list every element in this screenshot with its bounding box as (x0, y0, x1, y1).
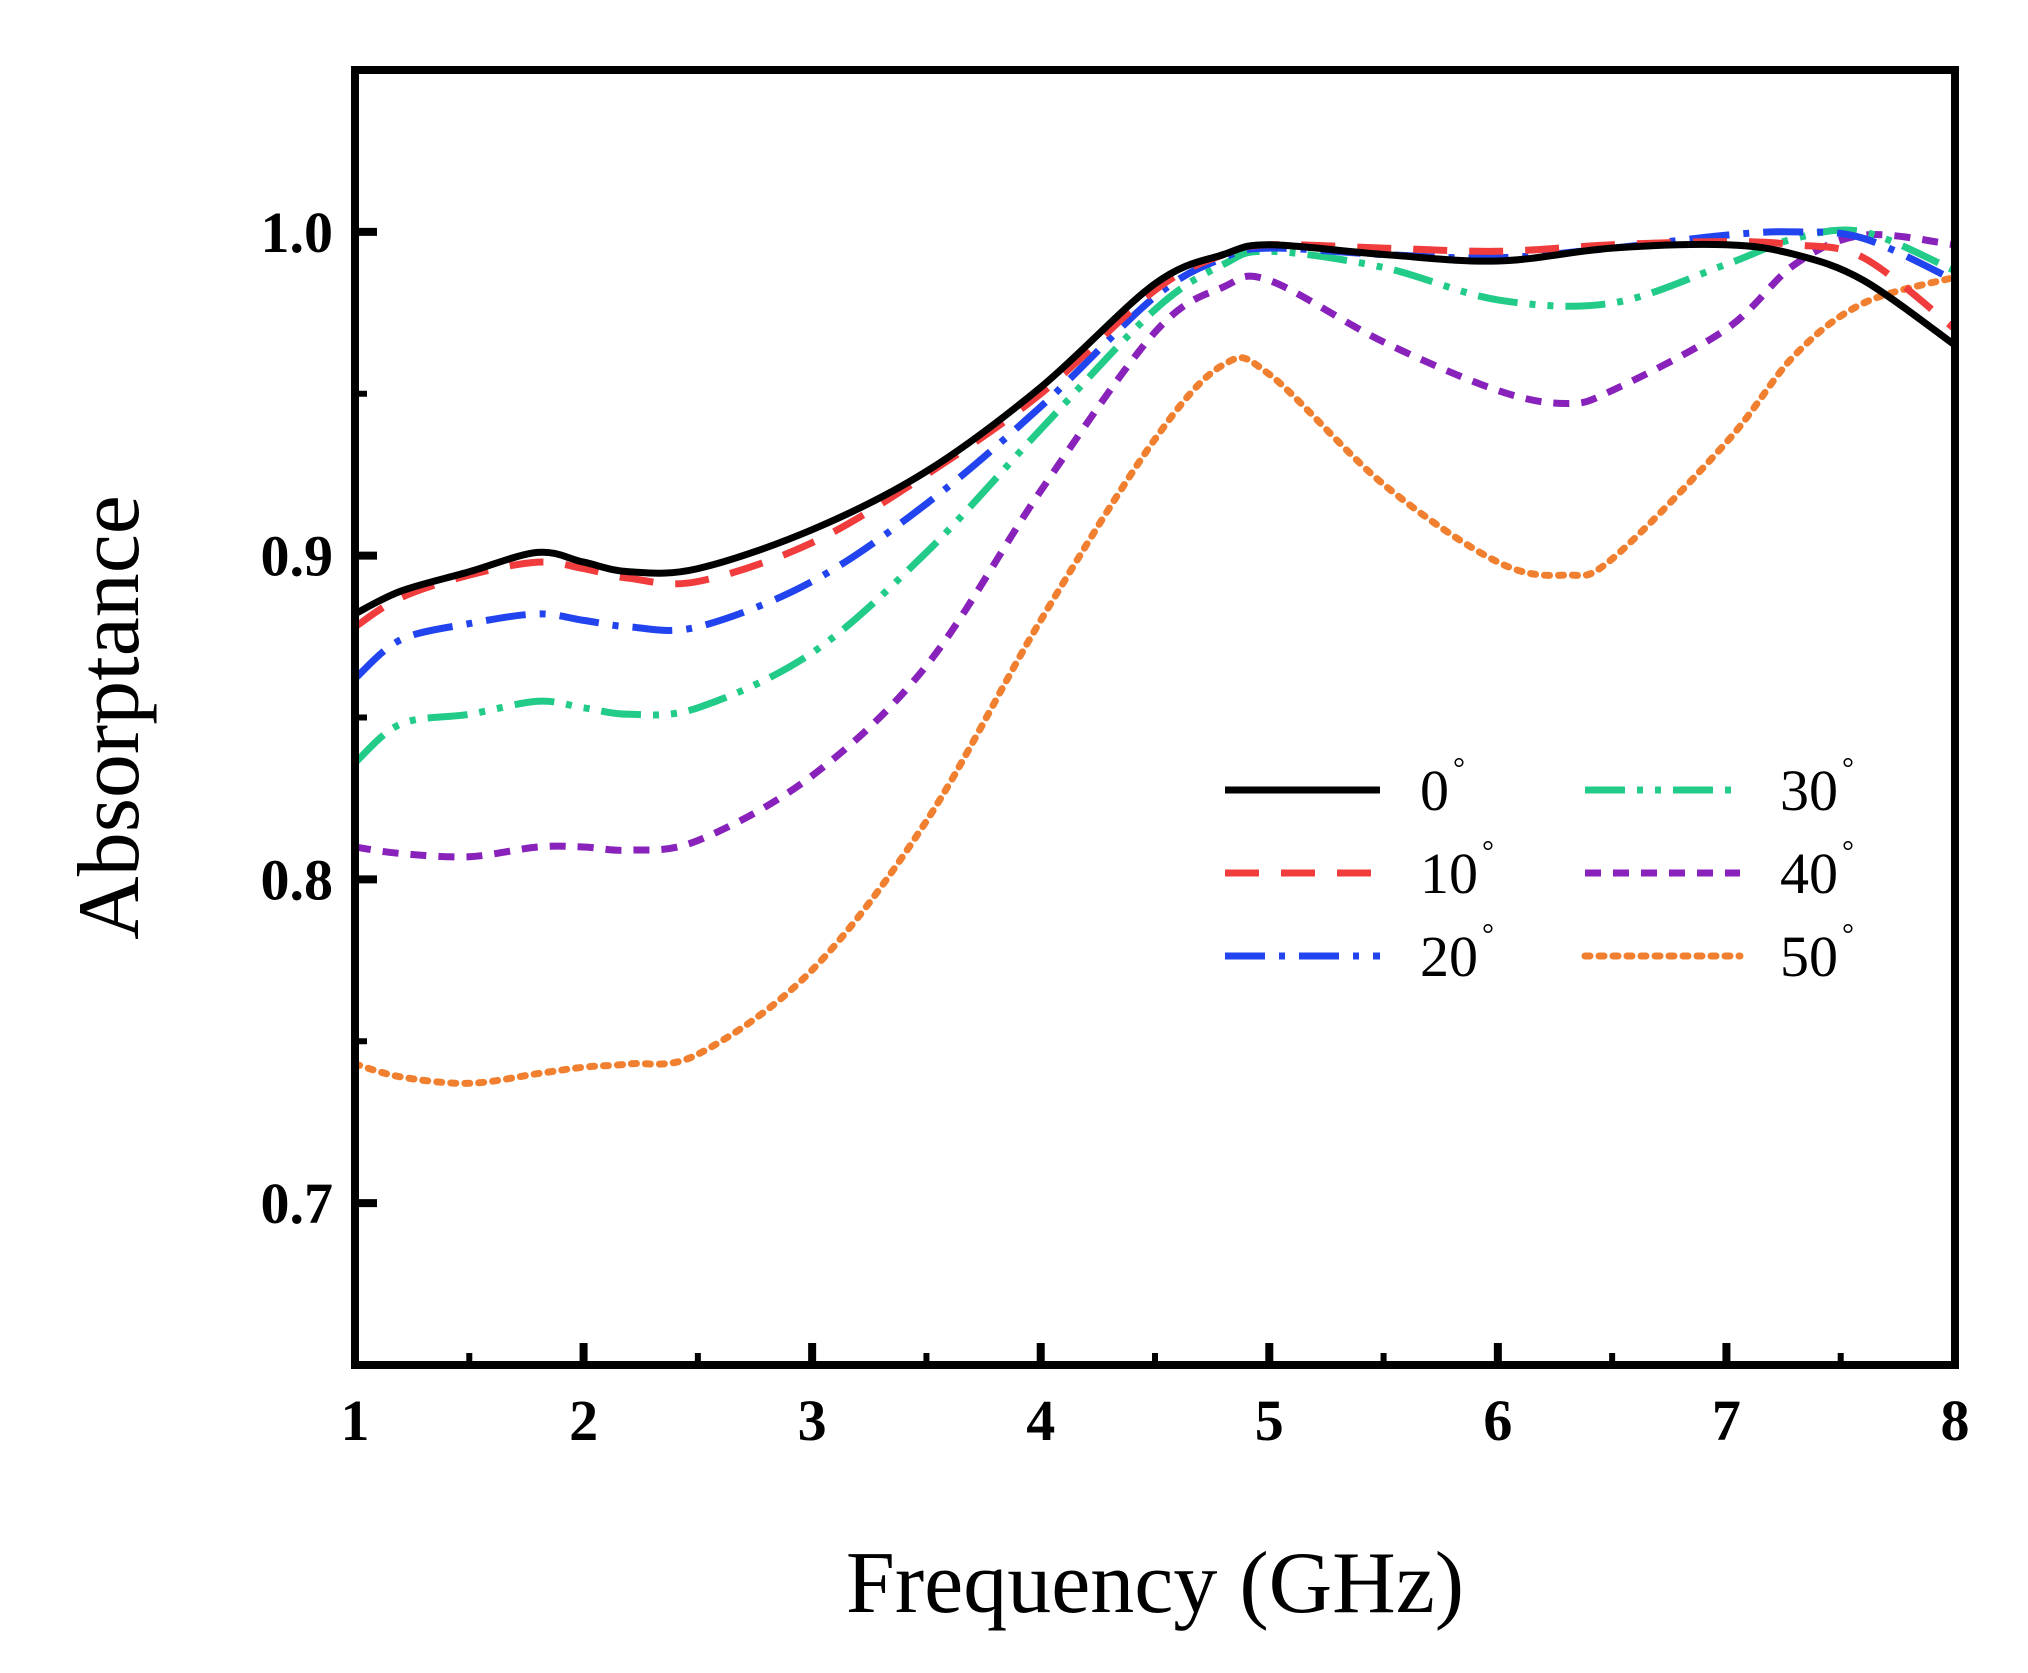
legend-label: 50 (1780, 924, 1838, 989)
y-tick-label: 1.0 (261, 200, 334, 265)
legend-item-0deg: 0 ° (1225, 752, 1465, 823)
x-tick-label: 6 (1483, 1388, 1512, 1453)
x-tick-label: 5 (1255, 1388, 1284, 1453)
y-tick-label: 0.8 (261, 847, 334, 912)
series-line-50deg (355, 273, 1955, 1087)
legend-label: 10 (1420, 841, 1478, 906)
legend: 0 °10 °20 °30 °40 °50 ° (1225, 752, 1854, 989)
x-tick-label: 8 (1941, 1388, 1970, 1453)
series-line-0deg (355, 240, 1955, 618)
series-line-20deg (355, 228, 1955, 682)
legend-degree-mark: ° (1842, 835, 1854, 868)
legend-item-40deg: 40 ° (1585, 835, 1854, 906)
legend-degree-mark: ° (1482, 835, 1494, 868)
x-tick-label: 1 (341, 1388, 370, 1453)
legend-item-10deg: 10 ° (1225, 835, 1494, 906)
series-layer (355, 226, 1955, 1087)
x-tick-label: 3 (798, 1388, 827, 1453)
x-tick-label: 7 (1712, 1388, 1741, 1453)
legend-degree-mark: ° (1842, 918, 1854, 951)
legend-degree-mark: ° (1482, 918, 1494, 951)
series-line-30deg (355, 226, 1955, 766)
x-tick-label: 4 (1026, 1388, 1055, 1453)
legend-degree-mark: ° (1453, 752, 1465, 785)
legend-label: 30 (1780, 758, 1838, 823)
x-axis: 1 2 3 4 5 6 7 8 (341, 1343, 1970, 1453)
legend-item-20deg: 20 ° (1225, 918, 1494, 989)
legend-item-30deg: 30 ° (1585, 752, 1854, 823)
plot-frame (351, 66, 1959, 1369)
series-line-40deg (355, 231, 1955, 861)
x-axis-title: Frequency (GHz) (846, 1535, 1464, 1632)
legend-label: 40 (1780, 841, 1838, 906)
y-tick-label: 0.9 (261, 524, 334, 589)
y-tick-label: 0.7 (261, 1171, 334, 1236)
y-axis: 0.7 0.8 0.9 1.0 (261, 200, 377, 1236)
x-tick-label: 2 (569, 1388, 598, 1453)
y-axis-title: Absorptance (61, 495, 158, 940)
legend-label: 0 (1420, 758, 1449, 823)
series-line-10deg (355, 238, 1955, 630)
legend-degree-mark: ° (1842, 752, 1854, 785)
legend-label: 20 (1420, 924, 1478, 989)
legend-item-50deg: 50 ° (1581, 918, 1854, 989)
